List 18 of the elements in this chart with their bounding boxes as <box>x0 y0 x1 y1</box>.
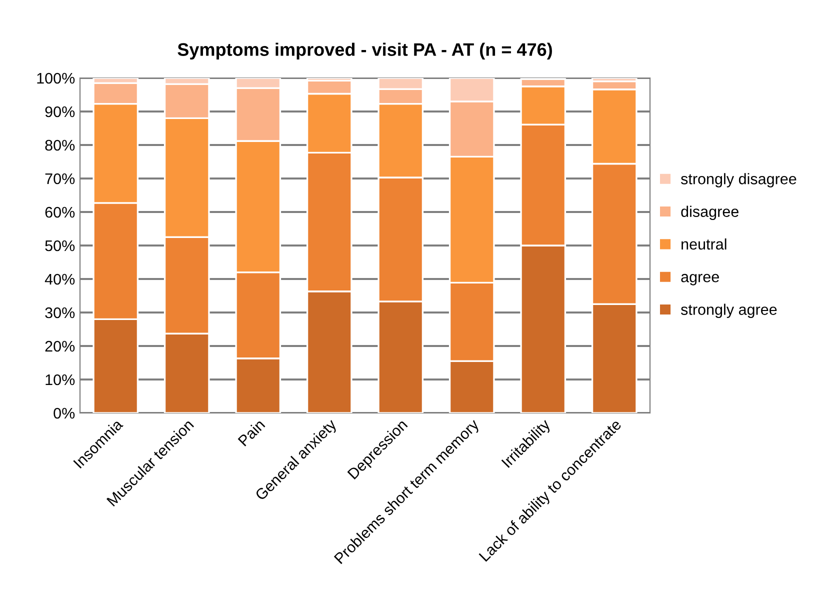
y-tick-label: 70% <box>45 173 75 184</box>
y-tick-label: 0% <box>54 408 75 419</box>
y-tick-label: 90% <box>45 106 75 118</box>
y-tick-label: 50% <box>45 240 75 252</box>
y-tick-label: 30% <box>45 307 75 318</box>
legend-label: strongly agree <box>680 304 777 318</box>
legend-label: strongly disagree <box>680 173 796 188</box>
y-tick-label: 80% <box>45 140 75 151</box>
legend-label: neutral <box>682 238 726 250</box>
chart-title: Symptoms improved - visit PA - AT (n = 476) <box>178 42 552 60</box>
x-tick-label: Pain <box>237 418 266 447</box>
y-tick-label: 10% <box>46 374 75 386</box>
y-tick-label: 100% <box>37 72 75 84</box>
y-tick-label: 40% <box>44 274 75 285</box>
legend-label: agree <box>681 274 719 286</box>
y-tick-label: 60% <box>45 206 75 218</box>
y-tick-label: 20% <box>45 340 75 352</box>
legend-label: disagree <box>681 206 738 220</box>
